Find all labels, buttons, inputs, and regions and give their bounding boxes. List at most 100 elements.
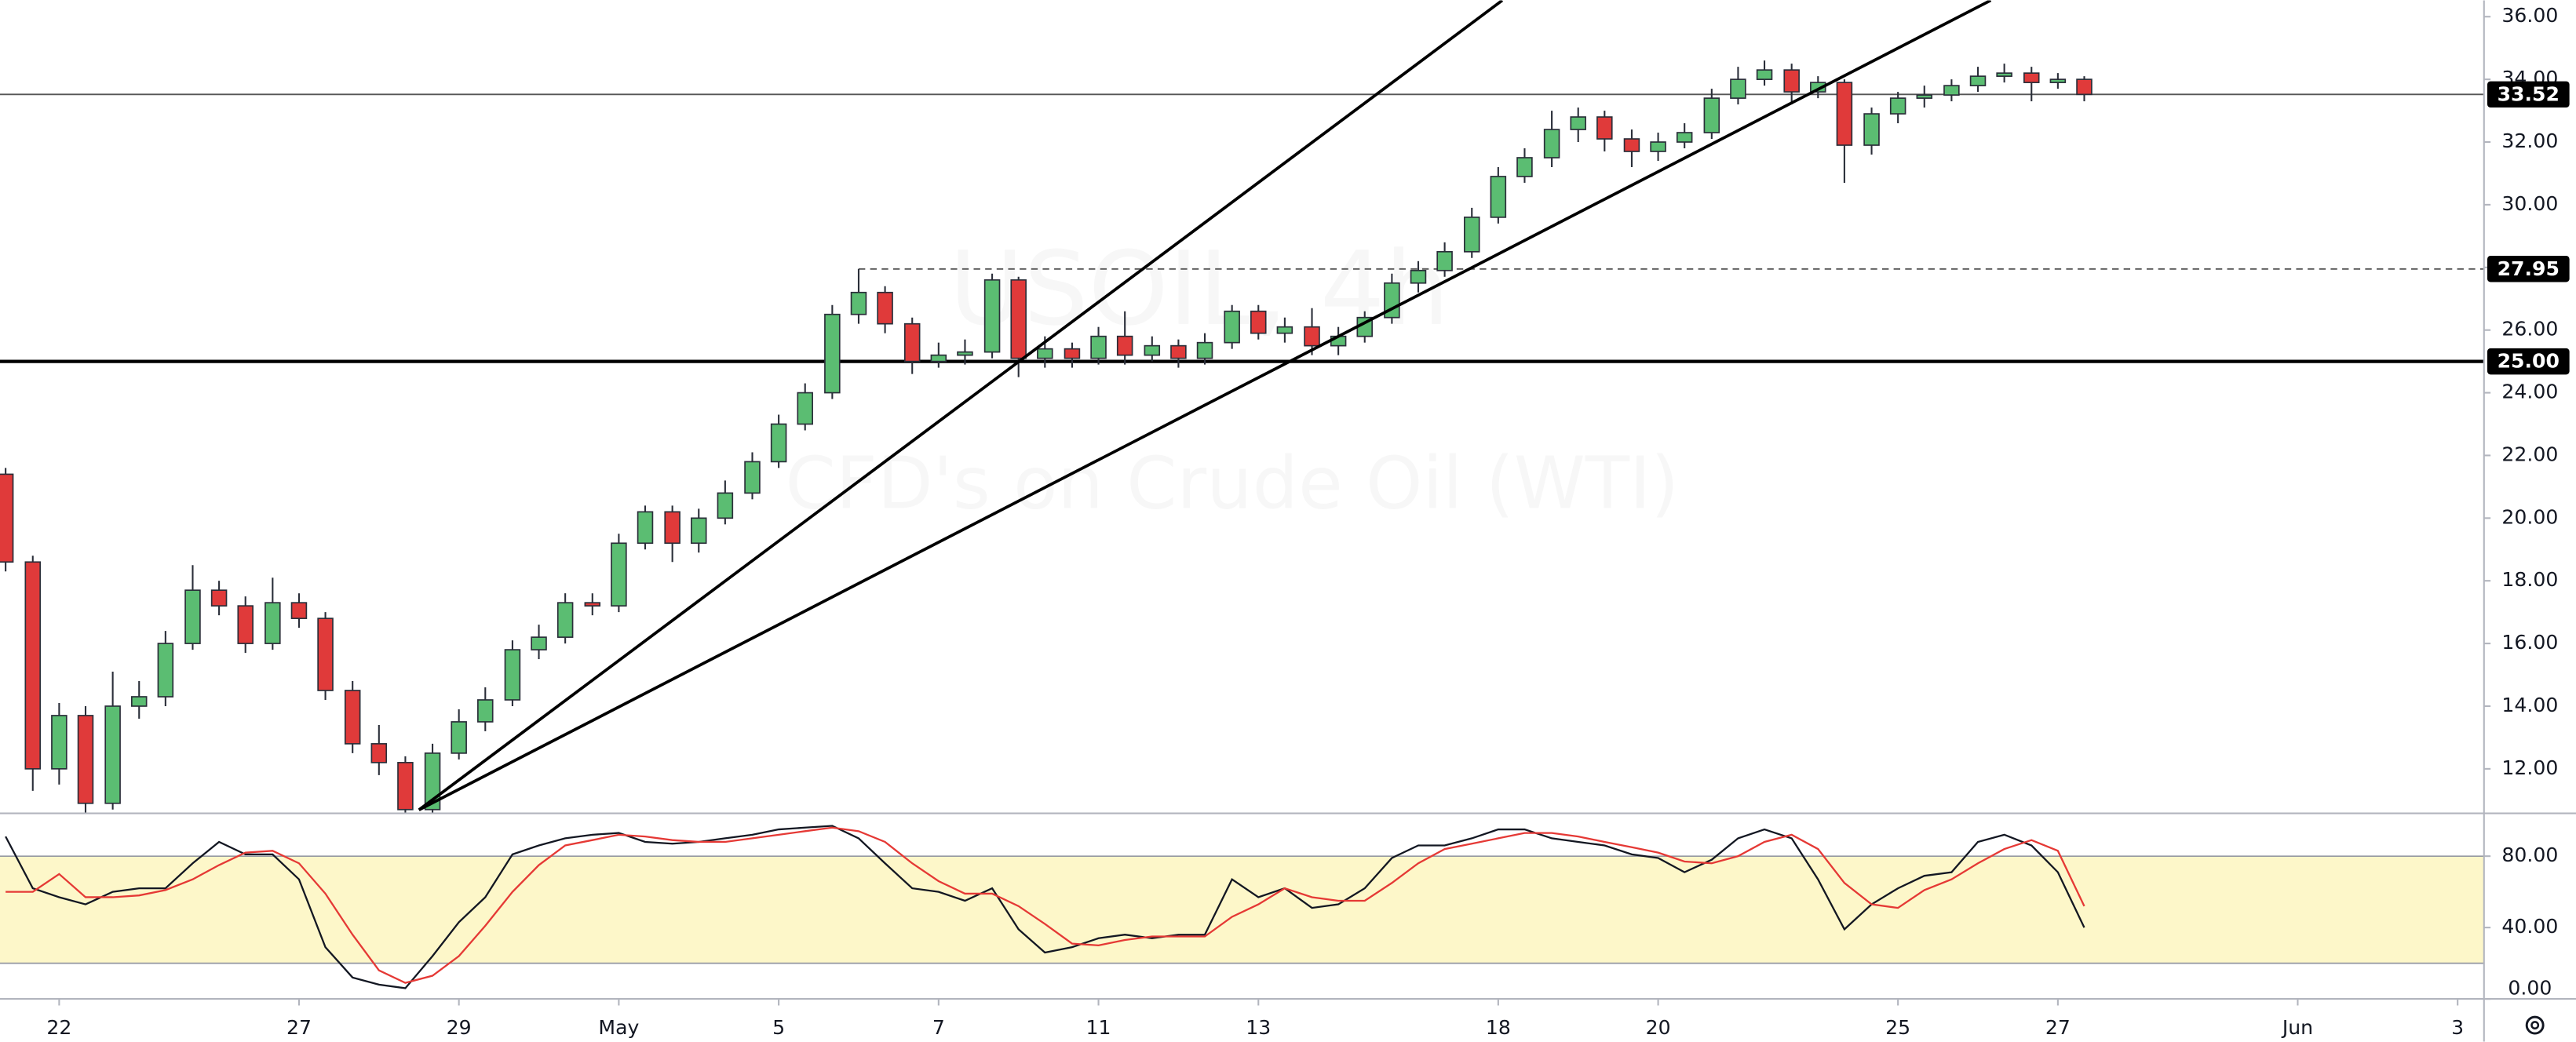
candle-body	[903, 322, 921, 363]
candle-body	[957, 351, 973, 356]
x-tick-label: 13	[1246, 1016, 1271, 1039]
candle-body	[1596, 116, 1613, 140]
y-tick-label: 18.00	[2501, 568, 2558, 591]
y-tick-label: 26.00	[2501, 318, 2558, 341]
x-tick-label: 7	[932, 1016, 945, 1039]
trendline	[418, 0, 1504, 811]
level-label: 33.52	[2498, 82, 2560, 105]
candle-body	[1516, 157, 1533, 177]
candle-body	[2049, 78, 2067, 83]
watermark-description: CFD's on Crude Oil (WTI)	[785, 442, 1679, 526]
candle-body	[1570, 116, 1586, 130]
candle-body	[477, 699, 494, 723]
candle-body	[744, 461, 761, 494]
y-tick-label: 20.00	[2501, 505, 2558, 528]
candle-body	[290, 602, 308, 619]
x-tick-label: 11	[1086, 1016, 1111, 1039]
candle-body	[1889, 97, 1906, 115]
candle-body	[983, 279, 1001, 353]
candle-body	[556, 602, 574, 638]
candle-body	[1090, 335, 1107, 359]
stochastic-line	[5, 825, 2085, 989]
y-tick-label: 12.00	[2501, 756, 2558, 779]
candle-body	[1916, 94, 1933, 99]
candle-body	[1144, 344, 1161, 356]
candle-body	[1224, 310, 1240, 344]
candle-body	[877, 291, 893, 325]
candle-body	[1170, 344, 1187, 359]
settings-icon-hub[interactable]	[2530, 1021, 2540, 1030]
settings-icon-ring[interactable]	[2525, 1015, 2545, 1035]
stochastic-line	[5, 826, 2085, 984]
candle-body	[1304, 326, 1320, 347]
candle-body	[611, 542, 627, 607]
x-tick-label: 5	[772, 1016, 785, 1039]
candle-body	[0, 473, 14, 563]
candle-body	[237, 605, 254, 644]
level-label: 25.00	[2498, 350, 2560, 373]
candle-body	[1010, 279, 1027, 359]
candle-body	[1543, 129, 1560, 158]
candle-body	[1703, 97, 1720, 133]
candle-body	[1463, 217, 1480, 253]
trendline	[418, 0, 1992, 811]
candle-body	[397, 762, 414, 811]
candle-body	[664, 511, 680, 545]
candle-body	[850, 291, 867, 315]
level-label-box	[2487, 348, 2570, 375]
y-tick-label: 24.00	[2501, 381, 2558, 403]
candle-body	[344, 690, 361, 745]
stoch-tick-label: 0.00	[2508, 977, 2552, 1000]
candle-body	[2023, 72, 2040, 83]
x-tick-label: 27	[286, 1016, 312, 1039]
y-tick-label: 16.00	[2501, 631, 2558, 654]
candle-body	[1676, 132, 1693, 143]
y-tick-label: 14.00	[2501, 694, 2558, 716]
price-pane	[0, 0, 2484, 813]
settings-icon[interactable]	[2525, 1015, 2545, 1035]
candle-body	[1436, 250, 1453, 271]
candle-body	[824, 313, 841, 394]
candle-body	[1756, 69, 1773, 80]
candle-body	[1196, 341, 1213, 359]
candle-body	[157, 643, 174, 698]
stoch-tick-label: 40.00	[2501, 915, 2558, 938]
candle-body	[24, 561, 42, 770]
y-tick-label: 32.00	[2501, 129, 2558, 152]
x-tick-label: 3	[2451, 1016, 2464, 1039]
level-label: 27.95	[2498, 257, 2560, 280]
candle-body	[1384, 282, 1400, 319]
candle-body	[1996, 72, 2012, 77]
candle-body	[370, 743, 388, 763]
candle-body	[504, 649, 521, 701]
candle-body	[531, 636, 547, 650]
candle-body	[1623, 138, 1640, 152]
candle-body	[210, 589, 228, 607]
candle-body	[1037, 348, 1053, 359]
x-tick-label: May	[598, 1016, 639, 1039]
candle-body	[1836, 82, 1853, 146]
candle-body	[1410, 269, 1427, 284]
candle-body	[1276, 326, 1293, 334]
x-tick-label: 22	[46, 1016, 71, 1039]
candle-body	[930, 354, 947, 363]
candle-body	[1650, 141, 1666, 152]
level-label-box	[2487, 81, 2570, 108]
y-tick-label: 22.00	[2501, 443, 2558, 465]
x-tick-label: 18	[1486, 1016, 1511, 1039]
candle-body	[1250, 310, 1267, 334]
candle-body	[184, 589, 201, 644]
stochastic-band	[0, 856, 2484, 964]
x-tick-label: 29	[447, 1016, 472, 1039]
candle-body	[770, 423, 787, 463]
candle-body	[130, 696, 148, 707]
candle-body	[690, 517, 707, 545]
candle-body	[265, 602, 281, 644]
level-label-box	[2487, 256, 2570, 282]
candle-body	[451, 721, 467, 754]
candle-body	[317, 618, 334, 691]
candle-body	[637, 511, 654, 545]
candle-body	[1943, 85, 1960, 96]
